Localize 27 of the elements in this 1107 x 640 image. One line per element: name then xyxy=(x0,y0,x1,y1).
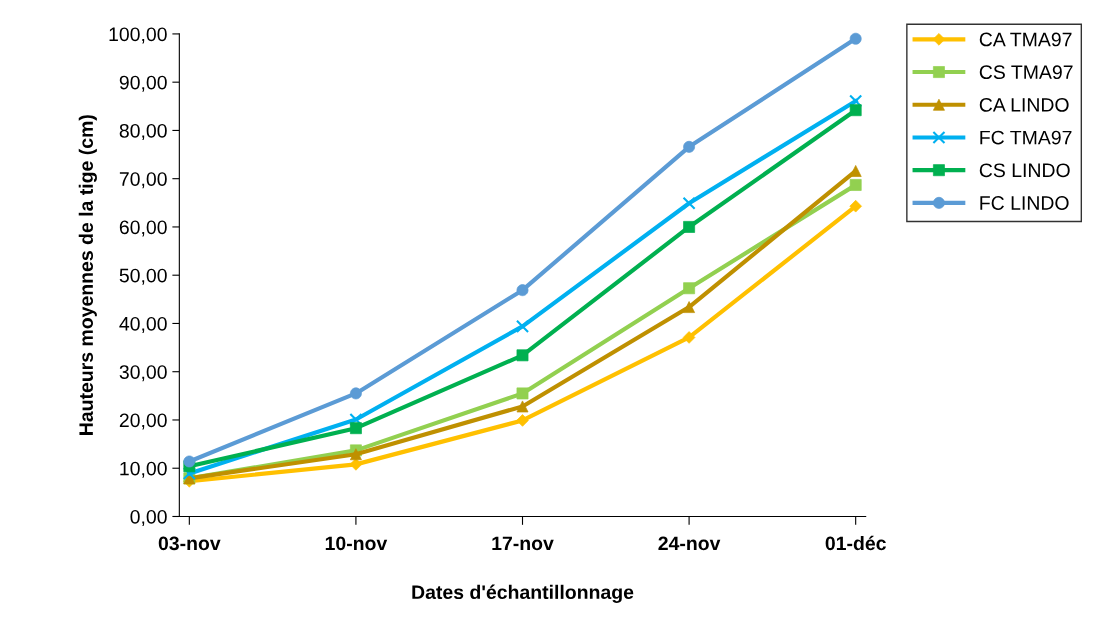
legend-label: CS LINDO xyxy=(979,163,1070,178)
y-tick-label: 10,00 xyxy=(120,461,167,478)
x-tick-label: 03-nov xyxy=(158,536,221,551)
point xyxy=(515,319,530,333)
y-tick-label: 60,00 xyxy=(119,220,167,237)
point xyxy=(849,179,862,191)
y-tick-label: 40,00 xyxy=(119,316,167,333)
x-tick-label: 10-nov xyxy=(325,536,388,551)
x-axis-title: Dates d'échantillonnage xyxy=(412,584,634,603)
legend-label: FC LINDO xyxy=(980,196,1069,210)
y-tick-label: 50,00 xyxy=(119,268,167,285)
legend-label: CS TMA97 xyxy=(979,65,1073,80)
y-tick-label: 80,00 xyxy=(119,123,167,140)
y-axis-title: Hauteurs moyennes de la tige (cm) xyxy=(78,115,97,435)
y-tick-label: 70,00 xyxy=(119,172,167,189)
x-tick-label: 17-nov xyxy=(492,536,554,551)
legend-label: CA TMA97 xyxy=(979,32,1072,47)
y-tick-label: 30,00 xyxy=(119,365,167,382)
y-tick-label: 90,00 xyxy=(119,75,167,92)
y-tick-label: 0,00 xyxy=(130,509,167,527)
x-tick-label: 01-déc xyxy=(825,535,886,551)
legend-label: FC TMA97 xyxy=(980,130,1072,145)
point xyxy=(682,196,696,210)
legend-label: CA LINDO xyxy=(979,97,1069,112)
y-tick-label: 20,00 xyxy=(119,413,167,430)
x-tick-label: 24-nov xyxy=(658,536,721,551)
y-tick-label: 100,00 xyxy=(109,27,167,44)
